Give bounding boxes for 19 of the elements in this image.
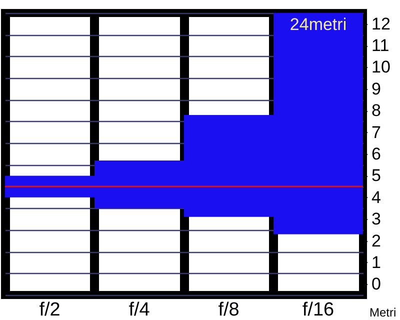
annotation: 24metri [290, 15, 347, 34]
y-tick-label: 3 [372, 210, 381, 229]
x-tick-label: f/8 [218, 300, 240, 320]
y-tick-label: 7 [372, 122, 381, 142]
x-tick-label: f/4 [128, 300, 150, 320]
y-tick-label: 0 [372, 274, 381, 294]
y-tick-label: 5 [372, 166, 381, 186]
y-tick-label: 10 [372, 58, 390, 77]
x-tick-label: f/2 [39, 300, 60, 320]
y-tick-label: 2 [372, 231, 381, 250]
y-tick-label: 1 [372, 252, 381, 272]
y-tick-label: 8 [372, 101, 381, 120]
y-tick-label: 9 [372, 79, 381, 98]
y-tick-label: 12 [372, 14, 390, 34]
y-tick-label: 11 [372, 36, 390, 56]
x-tick-label: f/16 [302, 300, 334, 320]
y-tick-label: 4 [372, 188, 381, 207]
y-tick-label: 6 [372, 144, 381, 164]
y-axis-title: Metri [370, 306, 396, 320]
